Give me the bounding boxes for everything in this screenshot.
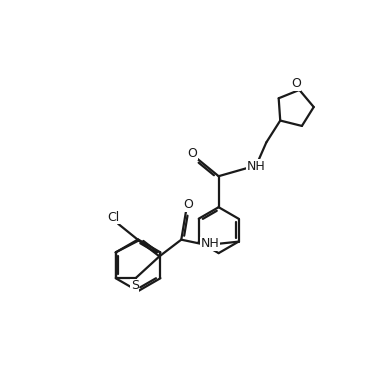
Text: O: O (291, 77, 301, 90)
Text: Cl: Cl (108, 211, 120, 224)
Text: O: O (183, 198, 193, 211)
Text: NH: NH (247, 160, 266, 173)
Text: O: O (187, 147, 197, 160)
Text: NH: NH (200, 237, 219, 250)
Text: S: S (131, 279, 139, 292)
